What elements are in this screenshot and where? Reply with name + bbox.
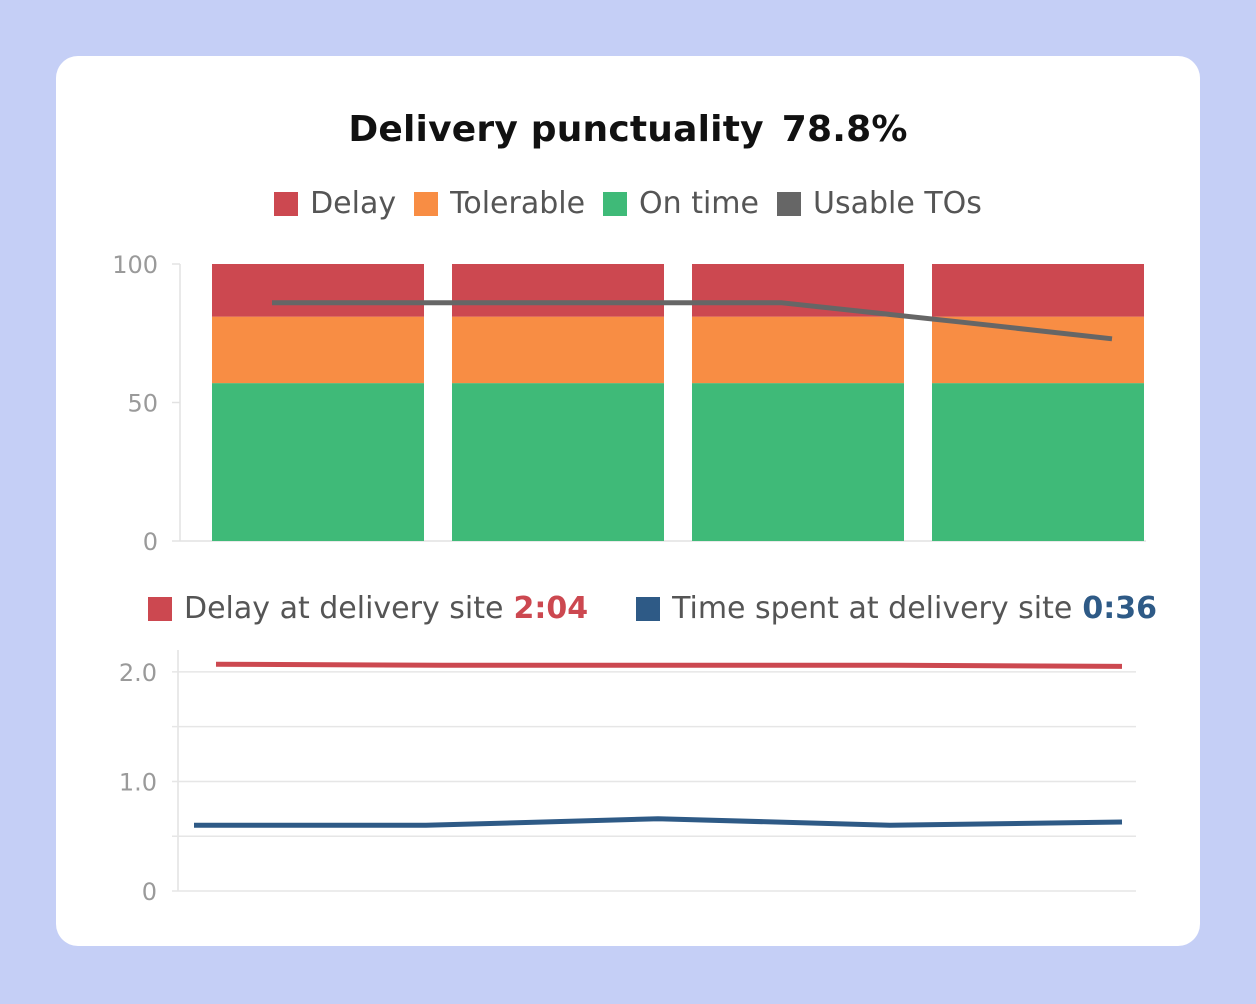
bar-segment-tolerable [212, 316, 424, 384]
bar-segment-delay [452, 264, 664, 317]
bar-segment-delay [692, 264, 904, 317]
bar-chart-y-tick-label: 50 [127, 390, 158, 418]
legend-label-delay-at-site: Delay at delivery site [184, 591, 504, 626]
bar-segment-delay [932, 264, 1144, 317]
stacked-chart-legend: Delay Tolerable On time Usable TOs [0, 186, 1256, 221]
time-spent-line [194, 816, 1123, 828]
usable-tos-line [272, 300, 1113, 342]
line-chart-y-tick-label: 0 [142, 878, 157, 906]
legend-swatch-tolerable [414, 191, 439, 216]
bar-segment-tolerable [932, 316, 1144, 384]
legend-label-tolerable: Tolerable [450, 186, 586, 221]
chart-title: Delivery punctuality 78.8% [0, 109, 1256, 150]
bar-segment-tolerable [692, 316, 904, 384]
legend-swatch-delay-at-site [148, 596, 172, 621]
delay-at-site-value: 2:04 [513, 591, 589, 626]
bar-segment-tolerable [452, 316, 664, 384]
legend-label-time-spent: Time spent at delivery site [672, 591, 1073, 626]
legend-item-delay-at-site[interactable]: Delay at delivery site 2:04 [148, 591, 588, 626]
legend-item-delay[interactable]: Delay [274, 186, 396, 221]
line-chart-legend: Delay at delivery site 2:04 Time spent a… [148, 591, 1205, 626]
time-spent-value: 0:36 [1082, 591, 1157, 626]
legend-swatch-time-spent [636, 596, 661, 621]
legend-label-on-time: On time [639, 186, 759, 221]
bar-segment-on-time [212, 383, 424, 541]
legend-label-delay: Delay [310, 186, 397, 221]
bar-chart-y-tick-label: 100 [112, 251, 158, 279]
legend-swatch-delay [274, 191, 299, 216]
bar-chart-y-tick-label: 0 [143, 528, 158, 556]
legend-item-on-time[interactable]: On time [603, 186, 759, 221]
legend-item-tolerable[interactable]: Tolerable [414, 186, 585, 221]
legend-swatch-on-time [603, 191, 628, 216]
line-chart-y-tick-label: 2.0 [119, 659, 157, 687]
bar-segment-on-time [692, 383, 904, 541]
line-chart-y-tick-label: 1.0 [119, 768, 157, 796]
delay-at-site-line [215, 661, 1123, 669]
bar-segment-on-time [452, 383, 664, 541]
legend-item-time-spent[interactable]: Time spent at delivery site 0:36 [636, 591, 1157, 626]
legend-item-usable-tos[interactable]: Usable TOs [777, 186, 982, 221]
legend-label-usable-tos: Usable TOs [813, 186, 982, 221]
title-text: Delivery punctuality [348, 109, 764, 150]
punctuality-value: 78.8% [781, 109, 908, 150]
legend-swatch-usable-tos [777, 191, 801, 216]
bar-segment-on-time [932, 383, 1144, 541]
bar-segment-delay [212, 264, 424, 317]
